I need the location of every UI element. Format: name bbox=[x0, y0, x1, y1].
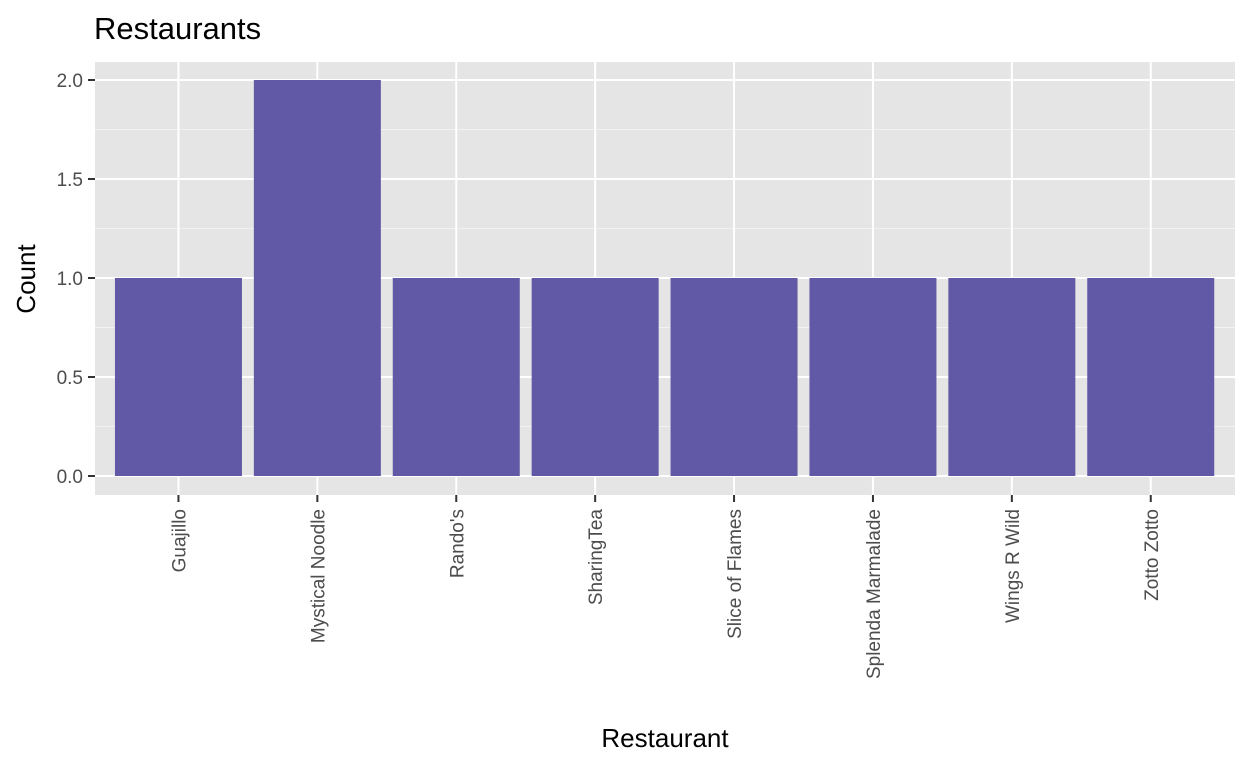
x-tick-label: Splenda Marmalade bbox=[864, 509, 885, 679]
y-tick-label: 1.5 bbox=[57, 170, 83, 191]
bar bbox=[253, 80, 381, 476]
y-tick-label: 1.0 bbox=[57, 269, 83, 290]
x-tick-label: Slice of Flames bbox=[725, 509, 746, 639]
bar bbox=[948, 278, 1076, 476]
bar bbox=[809, 278, 937, 476]
x-axis: Guajillo Mystical Noodle Rando's SharingTea… bbox=[169, 495, 1163, 679]
x-tick-label: Rando's bbox=[447, 509, 468, 578]
x-tick-label: Zotto Zotto bbox=[1142, 509, 1163, 601]
x-tick-label: SharingTea bbox=[586, 509, 607, 606]
y-tick-label: 0.0 bbox=[57, 467, 83, 488]
y-axis-title: Count bbox=[11, 244, 41, 314]
y-tick-label: 2.0 bbox=[57, 71, 83, 92]
x-axis-title: Restaurant bbox=[601, 723, 729, 753]
y-axis: 0.0 0.5 1.0 1.5 2.0 bbox=[57, 71, 95, 488]
bar bbox=[670, 278, 798, 476]
x-tick-label: Mystical Noodle bbox=[308, 509, 329, 643]
bar bbox=[114, 278, 242, 476]
chart-title: Restaurants bbox=[94, 11, 261, 46]
bar bbox=[392, 278, 520, 476]
bar bbox=[1087, 278, 1215, 476]
x-tick-label: Wings R Wild bbox=[1003, 509, 1024, 623]
y-tick-label: 0.5 bbox=[57, 368, 83, 389]
x-tick-label: Guajillo bbox=[169, 509, 190, 572]
bars bbox=[114, 80, 1215, 476]
bar bbox=[531, 278, 659, 476]
